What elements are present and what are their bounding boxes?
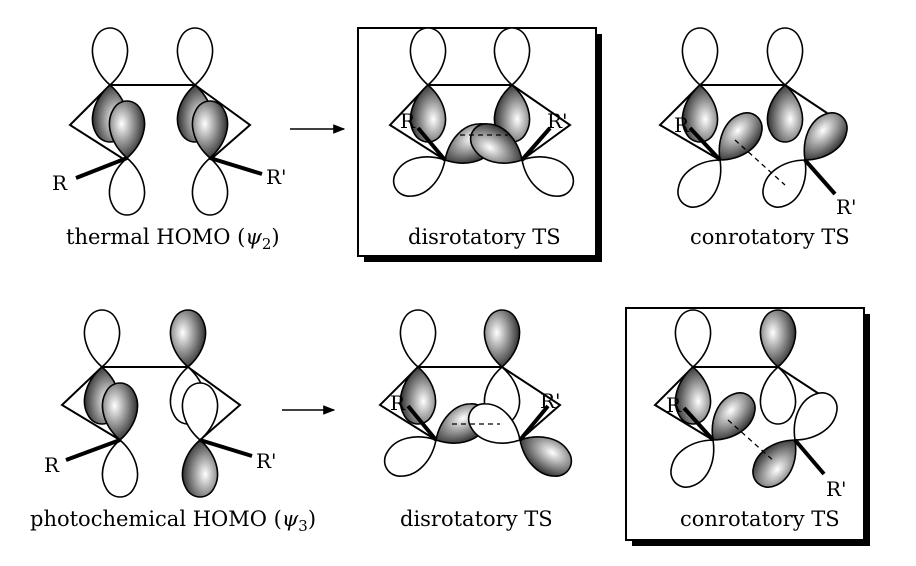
bond-rp bbox=[793, 438, 826, 476]
label-rp: R' bbox=[540, 389, 561, 413]
label-r: R bbox=[666, 393, 682, 417]
label-r: R bbox=[400, 109, 416, 133]
bond-r bbox=[688, 126, 722, 162]
caption-photochemical-homo: photochemical HOMO (ψ3) bbox=[30, 507, 316, 535]
label-r: R bbox=[52, 171, 68, 195]
panel-thermal-homo: R R' thermal HOMO (ψ2) bbox=[52, 27, 287, 253]
bonding-interaction bbox=[727, 419, 776, 463]
caption-conrotatory-ts: conrotatory TS bbox=[690, 225, 850, 249]
label-r: R bbox=[44, 453, 60, 477]
cyclobutene-frame bbox=[378, 366, 562, 441]
cyclobutene-frame bbox=[388, 84, 572, 161]
panel-photochemical-homo: R R' photochemical HOMO (ψ3) bbox=[30, 309, 316, 535]
bond-rp bbox=[209, 156, 263, 176]
cyclobutene-frame bbox=[68, 84, 252, 161]
label-rp: R' bbox=[266, 165, 287, 189]
label-rp: R' bbox=[826, 477, 847, 501]
bond-r bbox=[65, 438, 121, 462]
bond-r bbox=[416, 126, 447, 162]
bond-r bbox=[682, 406, 715, 442]
caption-disrotatory-ts: disrotatory TS bbox=[400, 507, 553, 531]
caption-disrotatory-ts: disrotatory TS bbox=[408, 225, 561, 249]
bond-r bbox=[406, 404, 438, 442]
panel-disrotatory-ts-photochemical: R R' disrotatory TS bbox=[377, 309, 579, 531]
panel-disrotatory-ts-thermal: R R' disrotatory TS bbox=[357, 27, 602, 262]
highlight-box bbox=[357, 27, 597, 257]
panel-conrotatory-ts-photochemical: R R' conrotatory TS bbox=[625, 307, 870, 546]
label-rp: R' bbox=[836, 195, 857, 219]
bond-rp bbox=[518, 404, 550, 442]
bond-r bbox=[75, 156, 128, 180]
label-rp: R' bbox=[256, 449, 277, 473]
label-r: R bbox=[390, 391, 406, 415]
bond-rp bbox=[199, 438, 253, 458]
caption-conrotatory-ts: conrotatory TS bbox=[680, 507, 840, 531]
label-r: R bbox=[674, 113, 690, 137]
bond-rp bbox=[520, 126, 552, 162]
label-rp: R' bbox=[547, 109, 568, 133]
panel-conrotatory-ts-thermal: R R' conrotatory TS bbox=[658, 27, 857, 249]
orbitals bbox=[83, 309, 219, 498]
cyclobutene-frame bbox=[60, 366, 242, 441]
bonding-interaction bbox=[734, 139, 786, 186]
caption-thermal-homo: thermal HOMO (ψ2) bbox=[66, 225, 280, 253]
bond-rp bbox=[803, 158, 837, 196]
